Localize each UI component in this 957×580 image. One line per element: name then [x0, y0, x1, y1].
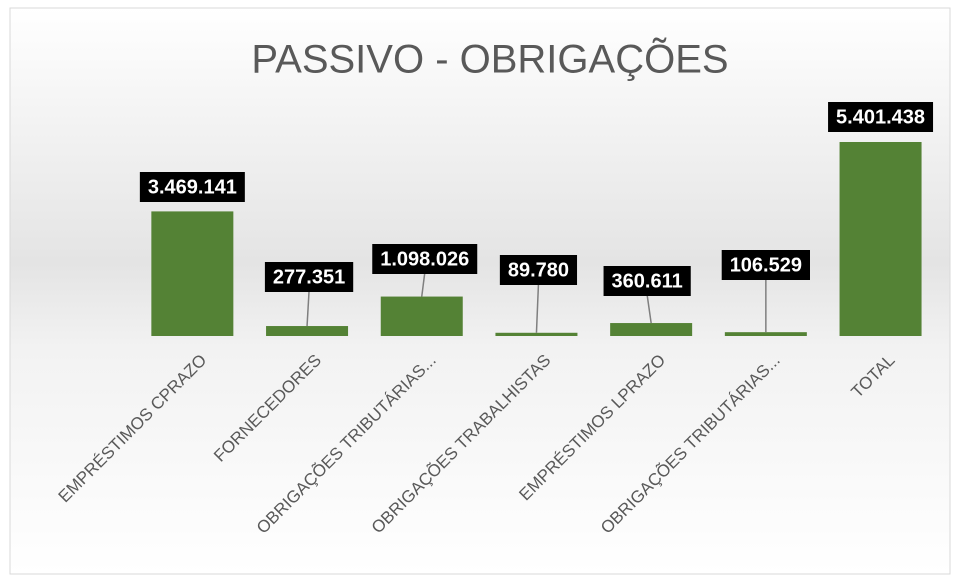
data-label-box: [828, 102, 934, 132]
data-label-box: [372, 244, 478, 274]
leader-line: [535, 283, 540, 333]
data-label-box: [603, 266, 691, 296]
bar: [151, 211, 234, 336]
leader-line: [646, 294, 652, 324]
bar: [610, 323, 693, 336]
bar: [839, 142, 922, 336]
chart-area: [9, 7, 951, 575]
data-label: 277.351: [273, 266, 345, 288]
chart-title: PASSIVO - OBRIGAÇÕES: [251, 37, 728, 82]
bar: [724, 332, 807, 336]
data-label: 1.098.026: [380, 248, 469, 270]
data-label-box: [139, 172, 245, 202]
bar: [266, 326, 349, 336]
data-label: 3.469.141: [148, 176, 237, 198]
data-label: 5.401.438: [836, 106, 925, 128]
data-label-box: [721, 250, 810, 280]
data-label: 360.611: [612, 270, 683, 292]
bar: [495, 332, 578, 336]
leader-line: [306, 290, 310, 327]
leader-line: [421, 272, 426, 297]
data-label-box: [499, 255, 578, 285]
data-label: 89.780: [508, 259, 569, 281]
bar: [380, 296, 463, 336]
data-label: 106.529: [730, 254, 802, 276]
data-label-box: [264, 262, 354, 292]
